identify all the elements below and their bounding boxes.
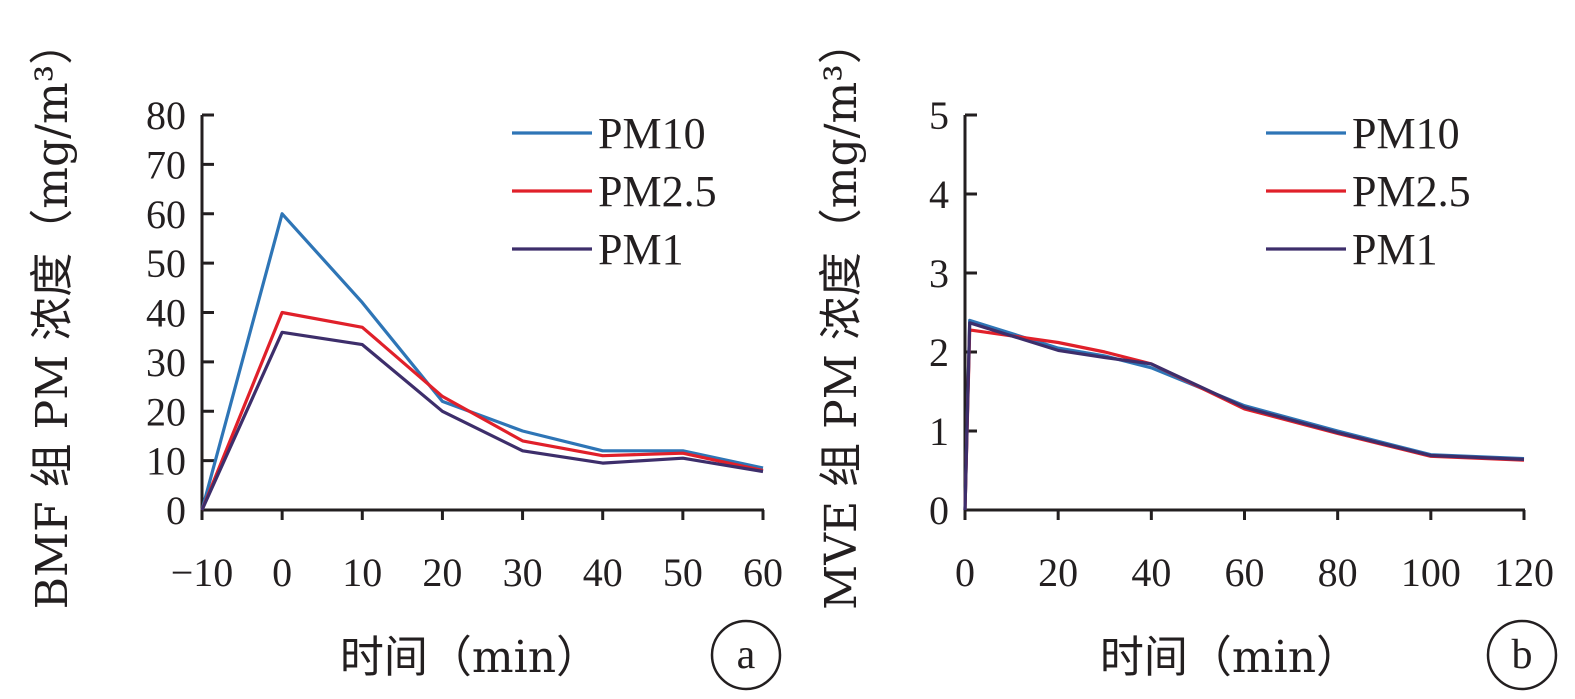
x-tick-label: 80 xyxy=(1318,550,1358,595)
panel-label-circle-a xyxy=(710,619,782,691)
x-tick-label: −10 xyxy=(171,550,234,595)
series-line-pm1 xyxy=(963,321,1525,511)
chart-panel-a: BMF 组 PM 浓度（mg/m³） 时间（min） 0102030405060… xyxy=(27,21,783,691)
series-line-pm25 xyxy=(963,328,1525,511)
x-tick-label: 60 xyxy=(1225,550,1265,595)
x-axis-label-a: 时间（min） xyxy=(340,632,600,683)
series-line-pm25 xyxy=(200,310,764,511)
x-tick-label: 20 xyxy=(422,550,462,595)
x-tick-label: 50 xyxy=(663,550,703,595)
x-tick-label: 0 xyxy=(272,550,292,595)
y-tick-label: 3 xyxy=(929,251,949,296)
x-tick-label: 0 xyxy=(955,550,975,595)
y-tick-label: 30 xyxy=(146,340,186,385)
y-tick-label: 80 xyxy=(146,93,186,138)
x-tick-label: 10 xyxy=(342,550,382,595)
series-line-pm10 xyxy=(200,212,764,511)
x-tick-label: 40 xyxy=(583,550,623,595)
y-tick-label: 5 xyxy=(929,93,949,138)
plot-area-b: 0 1 2 3 4 5 0 20 40 60 80 100 120 xyxy=(929,93,1554,595)
y-tick-label: 1 xyxy=(929,409,949,454)
y-tick-label: 2 xyxy=(929,330,949,375)
legend-label: PM10 xyxy=(598,109,706,158)
panel-label-circle-b xyxy=(1486,619,1558,691)
x-tick-label: 30 xyxy=(503,550,543,595)
x-axis-label-b: 时间（min） xyxy=(1100,632,1360,683)
panel-label-a: a xyxy=(737,632,756,678)
legend-a: PM10 PM2.5 PM1 xyxy=(512,109,717,274)
chart-panel-b: MVE 组 PM 浓度（mg/m³） 时间（min） 0 1 2 3 4 5 0 20 40 60… xyxy=(816,20,1558,691)
y-axis-label-b: MVE 组 PM 浓度（mg/m³） xyxy=(816,20,867,610)
legend-label: PM2.5 xyxy=(598,167,717,216)
y-tick-label: 60 xyxy=(146,192,186,237)
y-tick-label: 20 xyxy=(146,389,186,434)
series-line-pm1 xyxy=(200,330,764,511)
y-tick-label: 40 xyxy=(146,291,186,336)
y-tick-label: 70 xyxy=(146,142,186,187)
legend-label: PM1 xyxy=(598,225,684,274)
x-tick-label: 100 xyxy=(1401,550,1461,595)
x-tick-label: 60 xyxy=(743,550,783,595)
x-tick-label: 120 xyxy=(1494,550,1554,595)
y-axis-label-a: BMF 组 PM 浓度（mg/m³） xyxy=(27,21,78,610)
y-tick-label: 0 xyxy=(166,488,186,533)
x-tick-label: 20 xyxy=(1038,550,1078,595)
y-tick-label: 0 xyxy=(929,488,949,533)
y-tick-label: 4 xyxy=(929,172,949,217)
legend-label: PM10 xyxy=(1352,109,1460,158)
y-tick-label: 50 xyxy=(146,241,186,286)
x-tick-label: 40 xyxy=(1131,550,1171,595)
panel-label-b: b xyxy=(1512,632,1533,678)
y-tick-label: 10 xyxy=(146,439,186,484)
legend-label: PM1 xyxy=(1352,225,1438,274)
legend-b: PM10 PM2.5 PM1 xyxy=(1266,109,1471,274)
legend-label: PM2.5 xyxy=(1352,167,1471,216)
